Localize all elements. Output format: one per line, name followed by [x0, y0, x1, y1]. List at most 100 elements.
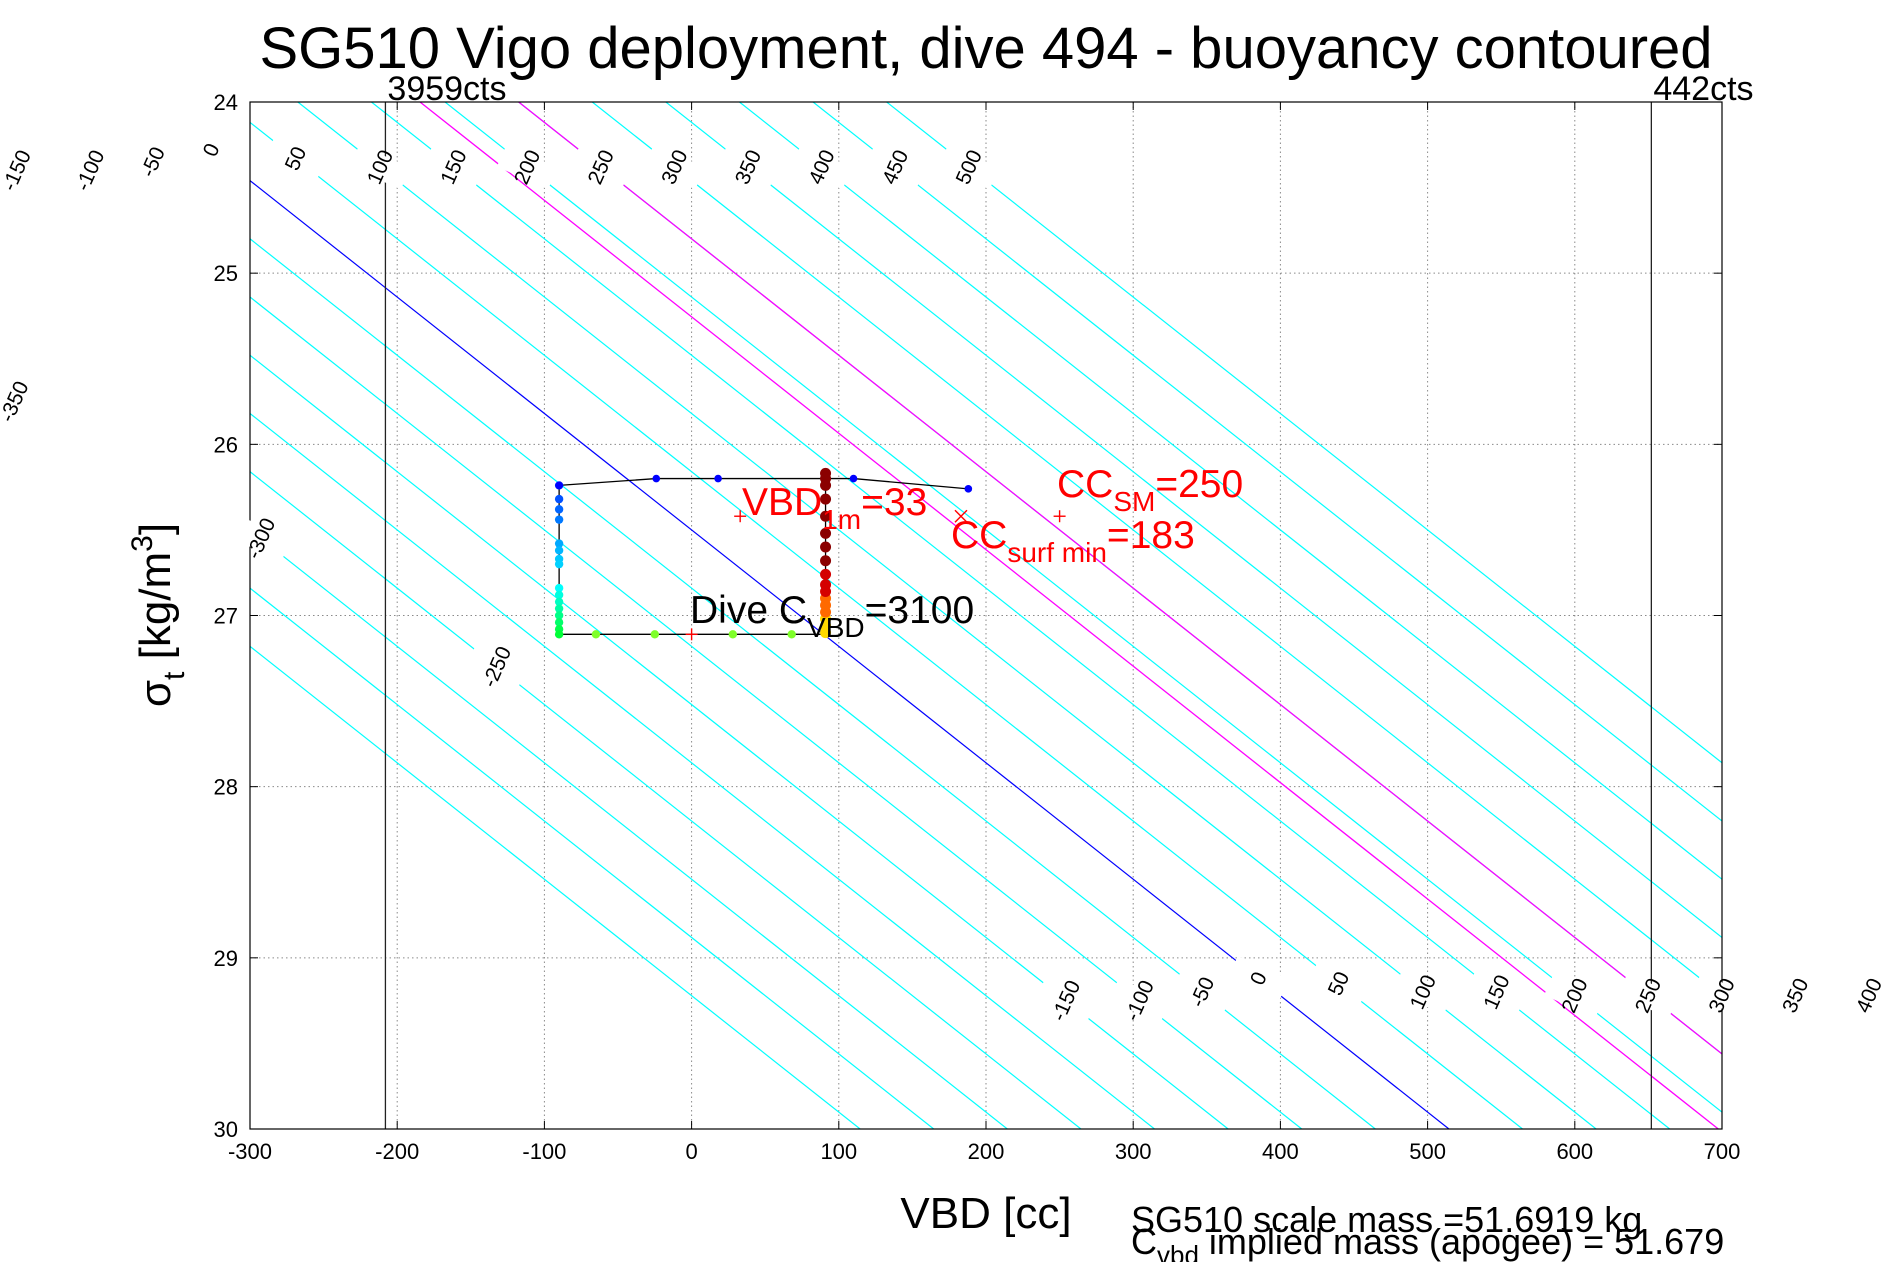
- contour-line: [250, 645, 861, 1129]
- dive-point: [554, 597, 564, 607]
- footer-scale-mass: SG510 scale mass =51.6919 kg: [1131, 1199, 1642, 1240]
- markers: [685, 509, 1066, 641]
- y-axis-label: σt [kg/m3]: [126, 523, 191, 707]
- contour-label-mask: [0, 148, 47, 193]
- contour-label-mask: [864, 144, 926, 190]
- count-limit-lines: 3959cts 442cts: [384, 70, 1754, 1129]
- contour-labels: -400-350-300-250-200-150-100-50050100150…: [0, 127, 1891, 1025]
- contour-label-mask: [496, 144, 558, 190]
- top-track-line: [559, 477, 826, 487]
- contour-line: [250, 470, 1082, 1129]
- highlight-contour-line: [518, 102, 1722, 1055]
- x-axis-ticks: -300 -200 -100 0 100 200 300 400 500 600 700: [228, 102, 1740, 1164]
- contour-label-mask: [349, 144, 411, 190]
- contour-label-mask: [466, 644, 528, 690]
- contour-label-mask: [0, 379, 45, 424]
- dive-point: [820, 527, 832, 539]
- contour-label-mask: [644, 144, 705, 190]
- contour-label-mask: [1617, 973, 1679, 1018]
- annotation-vbd-1m: VBD1m=33: [742, 481, 927, 535]
- dive-point: [554, 515, 564, 524]
- contour-label-mask: [59, 148, 121, 193]
- contour-line: [250, 238, 1376, 1129]
- contour-label-mask: [1392, 969, 1454, 1015]
- x-tick-label: -100: [522, 1139, 566, 1164]
- highlight-contour-line: [419, 102, 1719, 1129]
- contour-line: [250, 529, 1008, 1129]
- contour-label-mask: [1691, 973, 1753, 1018]
- x-tick-label: 700: [1704, 1139, 1741, 1164]
- y-tick-label: 26: [214, 432, 238, 457]
- x-marker: [954, 509, 968, 523]
- contour-label-mask: [1108, 978, 1170, 1023]
- dive-point: [554, 611, 564, 620]
- surface-point: [849, 474, 858, 483]
- contour-label-mask: [265, 136, 327, 181]
- x-tick-label: 0: [685, 1139, 697, 1164]
- dive-point: [554, 583, 564, 593]
- contour-label-mask: [423, 144, 485, 190]
- contour-label-mask: [938, 144, 1000, 190]
- x-tick-label: 200: [968, 1139, 1005, 1164]
- contour-line: [250, 354, 1229, 1129]
- chart-title: SG510 Vigo deployment, dive 494 - buoyan…: [259, 16, 1712, 81]
- contour-line: [250, 179, 1450, 1129]
- contour-line: [297, 102, 1597, 1129]
- x-tick-label: 100: [820, 1139, 857, 1164]
- dive-point: [820, 555, 832, 567]
- y-tick-label: 30: [214, 1117, 238, 1142]
- x-tick-label: 500: [1409, 1139, 1446, 1164]
- grid: [250, 102, 1722, 1129]
- x-axis-label: VBD [cc]: [900, 1189, 1071, 1238]
- dive-point: [820, 541, 832, 553]
- contour-label-mask: [1838, 973, 1891, 1018]
- surface-point: [652, 474, 661, 483]
- footer-implied-mass: Cvbd implied mass (apogee) = 51.679: [1131, 1221, 1724, 1262]
- contour-label-mask: [1171, 969, 1233, 1015]
- contour-line: [739, 102, 1722, 881]
- dive-point: [554, 559, 564, 569]
- x-tick-label: -300: [228, 1139, 272, 1164]
- contour-label-mask: [230, 516, 292, 561]
- dive-point: [820, 467, 832, 479]
- contour-label-mask: [1764, 973, 1826, 1018]
- contour-label-mask: [180, 127, 242, 173]
- dive-point: [554, 630, 564, 639]
- dive-point: [728, 630, 738, 639]
- dive-point: [554, 494, 564, 504]
- contour-line: [250, 587, 935, 1129]
- dive-point: [820, 568, 832, 580]
- dive-point: [554, 546, 564, 555]
- buoyancy-contours: [250, 102, 1722, 1129]
- contour-line: [250, 296, 1303, 1129]
- contour-label-mask: [1228, 956, 1289, 1001]
- contour-line: [591, 102, 1722, 997]
- dive-point: [820, 493, 832, 505]
- contour-line: [371, 102, 1671, 1129]
- contour-line: [250, 121, 1523, 1129]
- dive-point: [650, 630, 659, 639]
- contour-line: [250, 412, 1155, 1129]
- dive-point: [820, 579, 832, 591]
- contour-label-mask: [122, 139, 184, 185]
- dive-point: [554, 590, 564, 600]
- y-tick-label: 24: [214, 90, 238, 115]
- dive-point: [554, 604, 564, 613]
- dive-point: [591, 630, 601, 639]
- y-axis-ticks: 24 25 26 27 28 29 30: [214, 90, 1722, 1142]
- x-tick-label: 400: [1262, 1139, 1299, 1164]
- x-tick-label: 600: [1556, 1139, 1593, 1164]
- y-tick-label: 29: [214, 946, 238, 971]
- contour-line: [812, 102, 1722, 822]
- x-tick-label: 300: [1115, 1139, 1152, 1164]
- y-tick-label: 27: [214, 604, 238, 629]
- contour-label-mask: [1466, 969, 1528, 1015]
- y-tick-label: 28: [214, 775, 238, 800]
- surface-point: [964, 485, 973, 493]
- contour-label-mask: [570, 144, 632, 190]
- dive-point: [554, 505, 564, 514]
- annotation-cc-sm: CCSM=250: [1057, 463, 1243, 517]
- dive-point: [820, 510, 832, 522]
